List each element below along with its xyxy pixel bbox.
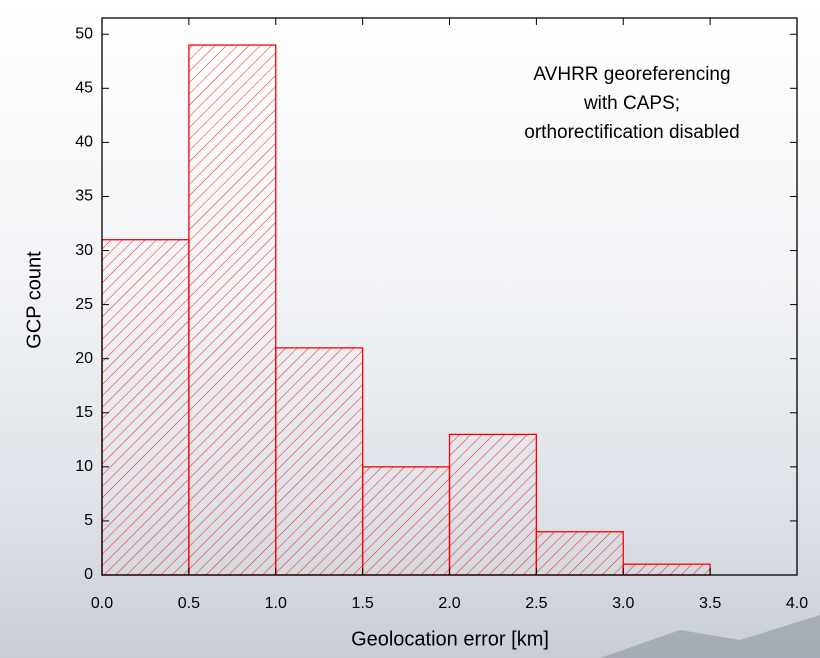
x-tick-label: 3.0 xyxy=(612,595,634,612)
bar xyxy=(188,44,277,576)
x-tick-label: 3.5 xyxy=(699,595,721,612)
y-tick-label: 40 xyxy=(75,134,93,151)
x-tick-label: 0.5 xyxy=(178,595,200,612)
bar xyxy=(361,466,451,576)
x-axis-title: Geolocation error [km] xyxy=(351,628,549,650)
bar xyxy=(275,347,364,576)
y-tick-label: 15 xyxy=(75,404,93,421)
annotation: with CAPS; xyxy=(583,93,680,114)
y-tick-label: 35 xyxy=(75,188,93,205)
bar xyxy=(535,531,624,576)
y-tick-label: 10 xyxy=(75,458,93,475)
x-tick-label: 2.5 xyxy=(525,595,547,612)
x-tick-label: 4.0 xyxy=(786,595,808,612)
y-tick-label: 0 xyxy=(84,566,93,583)
annotation: AVHRR georeferencing xyxy=(533,64,730,85)
mountain xyxy=(600,615,820,658)
x-tick-label: 2.0 xyxy=(438,595,460,612)
y-tick-label: 20 xyxy=(75,350,93,367)
annotation: orthorectification disabled xyxy=(524,122,739,143)
bar xyxy=(622,563,711,576)
x-tick-label: 0.0 xyxy=(91,595,113,612)
y-tick-label: 30 xyxy=(75,242,93,259)
x-tick-label: 1.0 xyxy=(265,595,287,612)
y-tick-label: 45 xyxy=(75,80,93,97)
bar xyxy=(101,239,190,576)
y-axis-title: GCP count xyxy=(23,251,45,349)
y-tick-label: 5 xyxy=(84,512,93,529)
x-tick-label: 1.5 xyxy=(352,595,374,612)
bar xyxy=(448,433,538,576)
y-tick-label: 50 xyxy=(75,25,93,42)
y-tick-label: 25 xyxy=(75,296,93,313)
